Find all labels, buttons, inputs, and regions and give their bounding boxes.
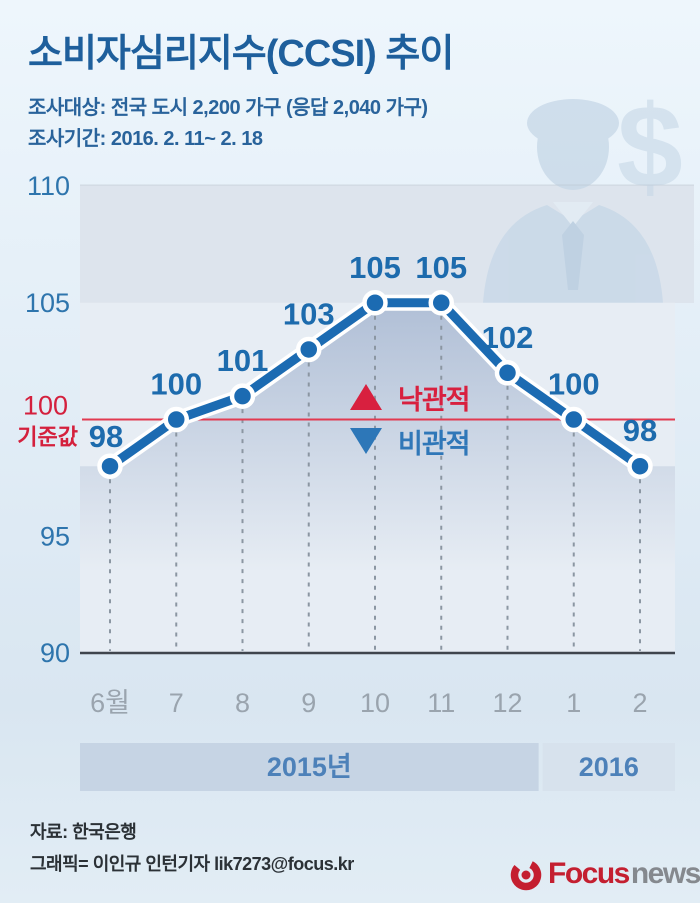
credit-text: 그래픽= 이인규 인턴기자 lik7273@focus.kr [30,854,354,874]
legend-item-optimistic: 낙관적 [350,377,471,417]
data-point-7 [163,406,189,433]
y-axis-tick-110: 110 [27,171,70,201]
chart-legend: 낙관적 비관적 [350,377,471,465]
y-axis-tick-105: 105 [25,288,70,318]
x-axis-label-6월: 6월 [90,688,130,718]
year-bar-2016 [542,743,675,791]
data-point-12 [494,360,521,386]
x-axis-label-12: 12 [492,688,522,718]
data-label-10: 105 [349,250,401,285]
person-tie-icon [562,221,584,290]
data-point-6월 [97,453,123,479]
data-label-2: 98 [623,413,657,448]
data-label-12: 102 [482,320,534,355]
legend-label-optimistic: 낙관적 [398,384,471,415]
dollar-icon: $ [617,85,683,213]
data-label-1: 100 [548,367,600,402]
legend-item-pessimistic: 비관적 [350,421,471,461]
survey-target-text: 조사대상: 전국 도시 2,200 가구 (응답 2,040 가구) [28,97,428,119]
x-axis-label-10: 10 [360,688,390,718]
data-label-11: 105 [415,250,467,285]
baseline-name-label: 기준값 [17,425,78,450]
page-title: 소비자심리지수(CCSI) 추이 [28,33,454,75]
legend-label-pessimistic: 비관적 [398,428,471,459]
businessman-dollar-watermark: $ [483,85,683,303]
data-point-10 [362,290,388,316]
y-axis-tick-90: 90 [40,638,70,668]
x-axis-label-7: 7 [169,688,184,718]
y-axis-tick-95: 95 [40,521,70,551]
data-label-9: 103 [283,296,335,331]
triangle-down-icon [350,428,382,454]
data-point-11 [428,290,454,316]
x-axis-label-9: 9 [301,688,316,718]
x-axis-label-8: 8 [235,688,250,718]
focusnews-logo: Focus news [508,856,700,892]
year-bar-2015년 [80,743,539,791]
year-label-2015년: 2015년 [267,752,352,782]
data-point-1 [561,406,587,433]
data-point-2 [627,453,653,479]
baseline-value-label: 100 [23,391,68,421]
logo-brand-text: Focus [548,857,630,890]
survey-period-text: 조사기간: 2016. 2. 11~ 2. 18 [28,128,263,150]
x-axis-label-1: 1 [566,688,581,718]
logo-suffix-text: news [630,857,700,890]
data-label-8: 101 [217,343,269,378]
data-point-9 [296,336,322,363]
x-axis-label-11: 11 [427,688,455,718]
source-text: 자료: 한국은행 [30,822,137,842]
person-shirt-icon [553,202,593,227]
data-label-6월: 98 [89,419,123,454]
header: 소비자심리지수(CCSI) 추이 조사대상: 전국 도시 2,200 가구 (응… [28,22,454,153]
triangle-up-icon [350,384,382,410]
data-label-7: 100 [150,367,202,402]
year-label-2016: 2016 [579,752,639,782]
data-point-8 [229,383,256,409]
x-axis-label-2: 2 [632,688,647,718]
focusnews-swirl-icon [510,859,542,891]
person-face-icon [537,104,609,190]
